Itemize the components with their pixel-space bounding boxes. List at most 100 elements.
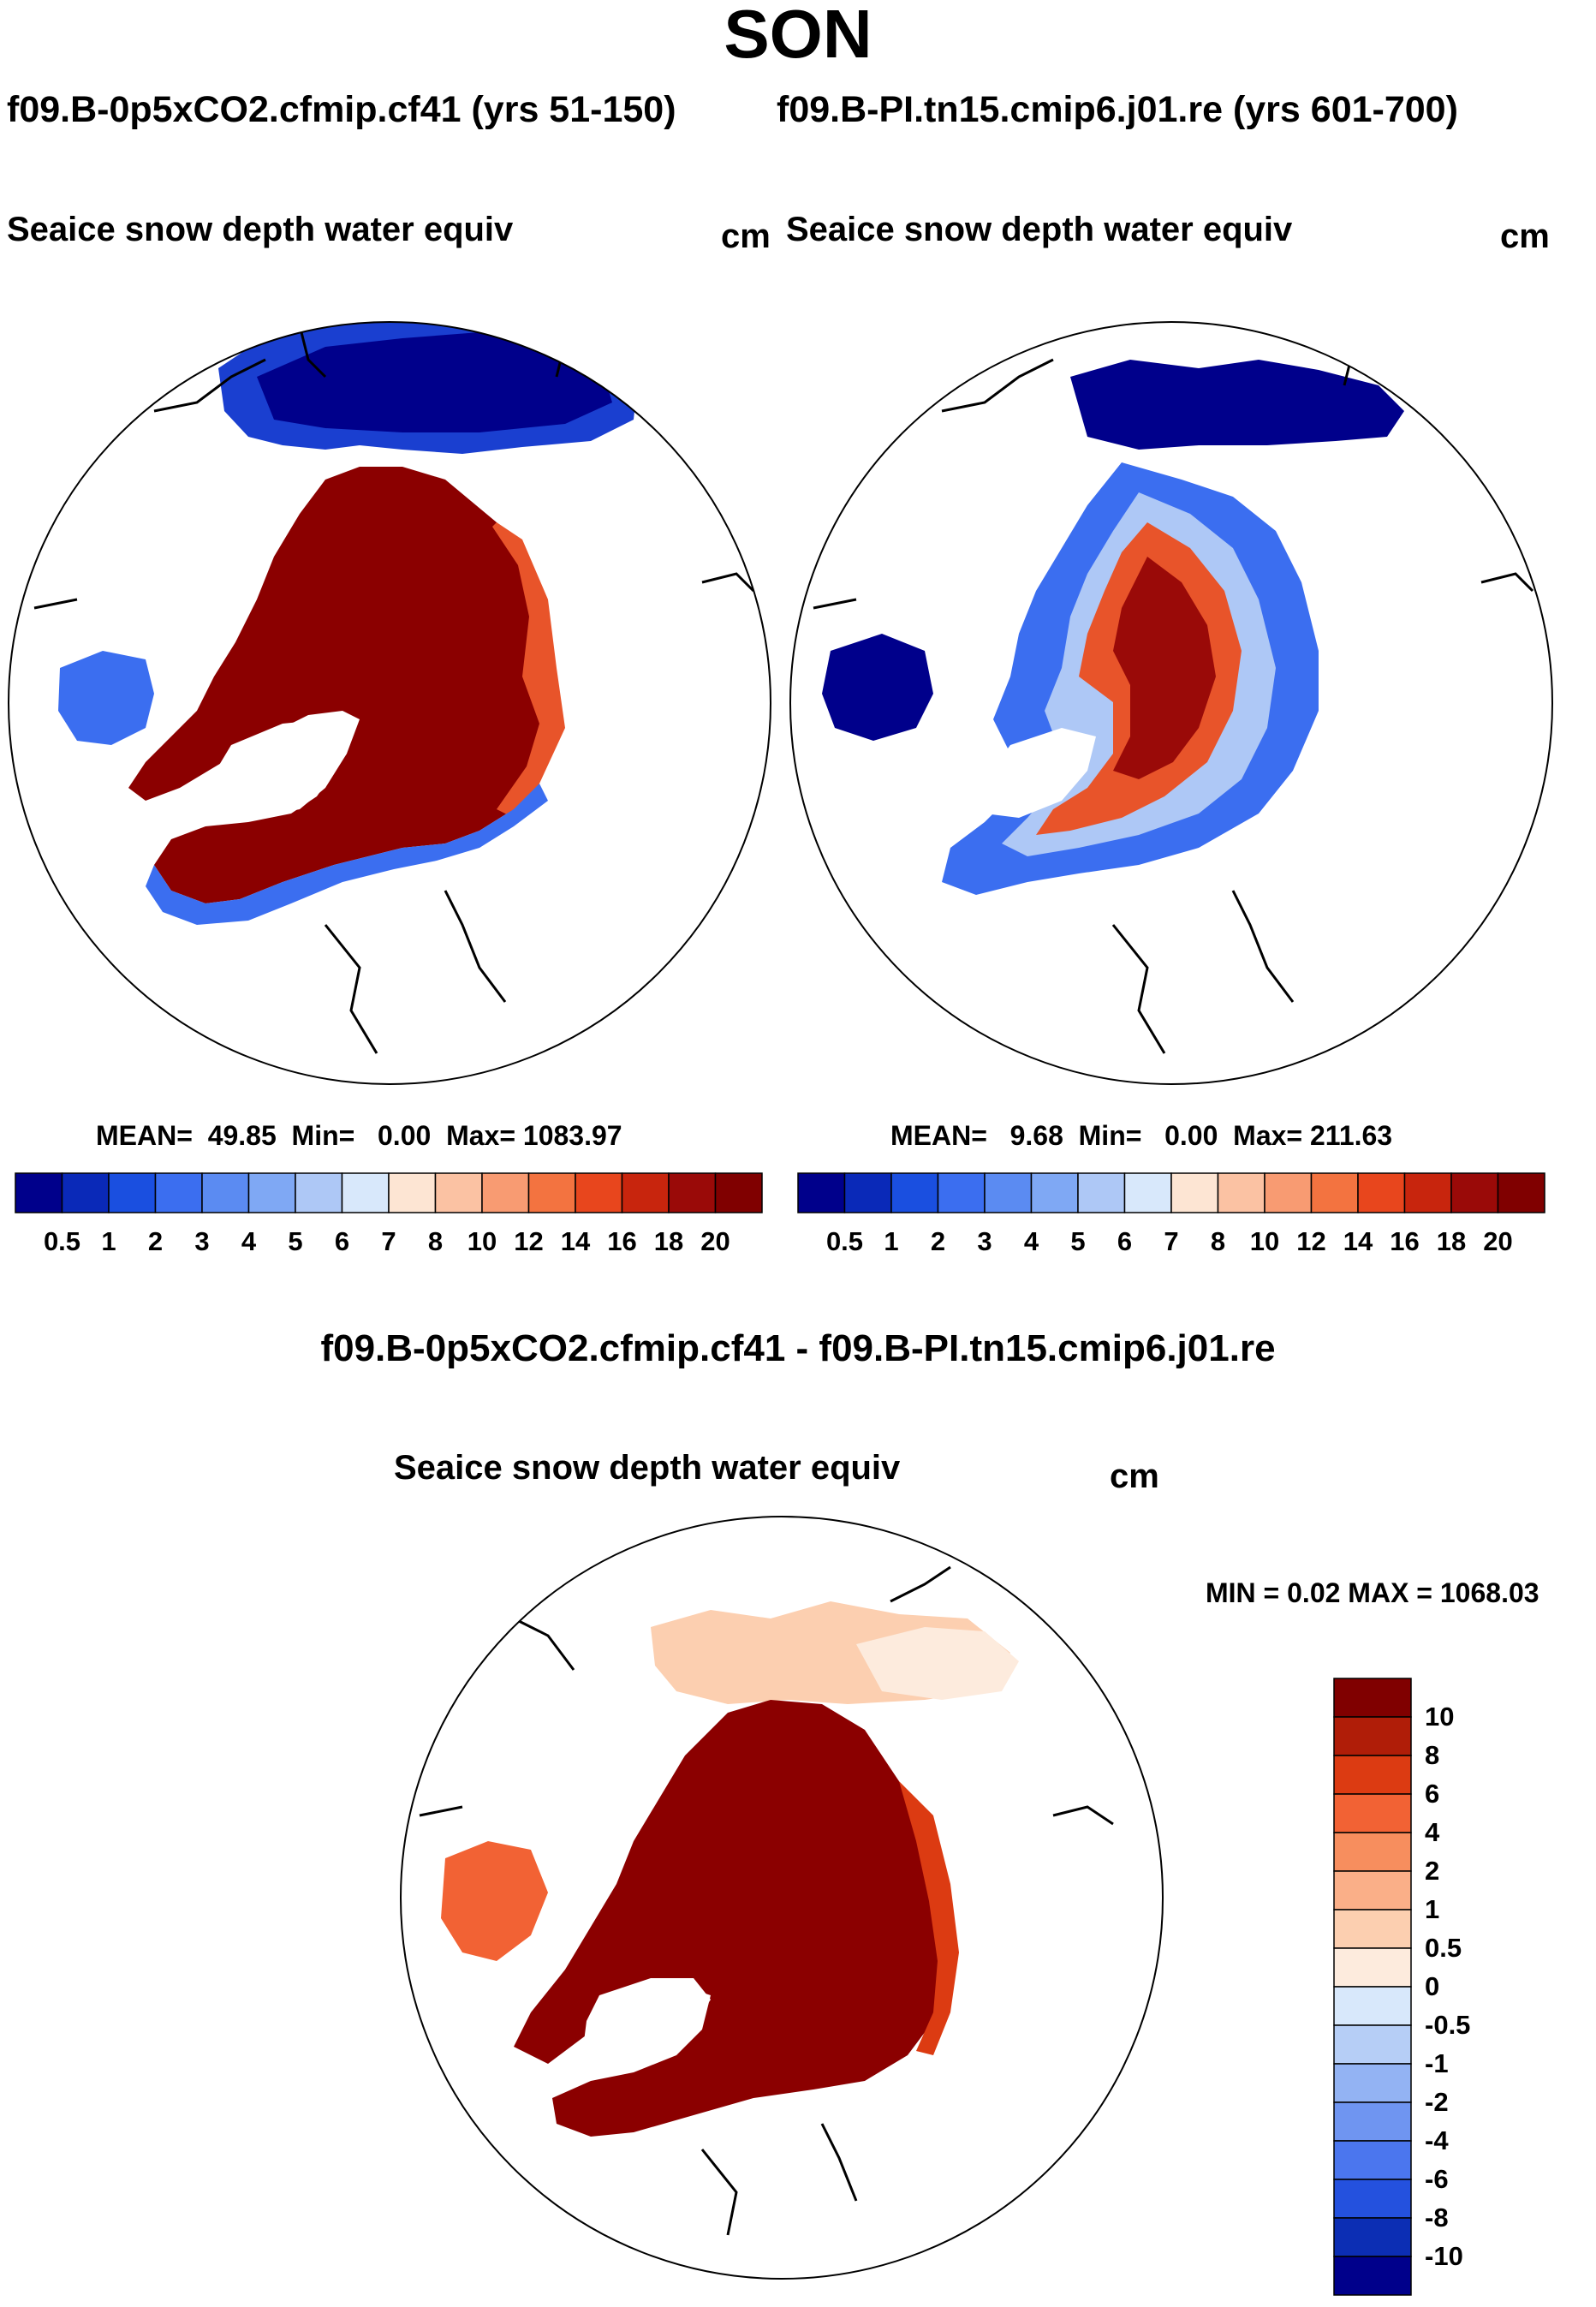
- map-diff: [419, 1565, 1114, 2236]
- run-title-right: f09.B-PI.tn15.cmip6.j01.re (yrs 601-700): [777, 89, 1458, 130]
- colorbar-diff-tick-label: 4: [1425, 1817, 1440, 1847]
- map-diff-high: [514, 1700, 942, 2137]
- map-diff-boundary: [400, 1516, 1164, 2280]
- colorbar-left: [15, 1172, 763, 1213]
- colorbar-diff-tick-label: 6: [1425, 1779, 1440, 1809]
- colorbar-left-swatch: [341, 1172, 390, 1213]
- page-title: SON: [724, 0, 872, 72]
- map-diff-hudson: [441, 1841, 548, 1961]
- colorbar-right-swatch: [1450, 1172, 1499, 1213]
- colorbar-left-swatch: [621, 1172, 670, 1213]
- colorbar-left-swatch: [15, 1172, 63, 1213]
- colorbar-diff-tick-label: -1: [1425, 2048, 1449, 2078]
- colorbar-right-tick-label: 7: [1164, 1226, 1179, 1256]
- colorbar-left-swatch: [295, 1172, 343, 1213]
- colorbar-right-tick-label: 3: [977, 1226, 992, 1256]
- colorbar-diff-swatch: [1333, 2256, 1412, 2296]
- colorbar-diff-tick-label: -2: [1425, 2087, 1449, 2117]
- map-left-margin-orange: [492, 522, 565, 818]
- colorbar-left-swatch: [154, 1172, 203, 1213]
- colorbar-diff-tick-label: -10: [1425, 2241, 1463, 2271]
- map-diff-open-water: [582, 1978, 711, 2072]
- colorbar-left-tick-label: 18: [653, 1226, 684, 1256]
- colorbar-left-tick-label: 6: [334, 1226, 350, 1256]
- colorbar-left-tick-label: 0.5: [43, 1226, 81, 1256]
- colorbar-diff-swatch: [1333, 2024, 1412, 2065]
- colorbar-diff-tick-label: 0: [1425, 1971, 1440, 2001]
- colorbar-right-tick-label: 4: [1023, 1226, 1039, 1256]
- colorbar-left-swatch: [61, 1172, 110, 1213]
- colorbar-right-tick-label: 8: [1210, 1226, 1226, 1256]
- colorbar-left-tick-label: 7: [381, 1226, 396, 1256]
- colorbar-right-tick-label: 12: [1296, 1226, 1326, 1256]
- colorbar-diff-tick-label: -6: [1425, 2164, 1449, 2194]
- map-right: [813, 325, 1534, 1054]
- colorbar-diff-tick-label: 0.5: [1425, 1933, 1462, 1963]
- colorbar-right-tick-label: 16: [1390, 1226, 1420, 1256]
- colorbar-right-tick-label: 0.5: [825, 1226, 864, 1256]
- map-right-high: [1113, 557, 1216, 779]
- colorbar-right-swatch: [1497, 1172, 1545, 1213]
- difference-variable: Seaice snow depth water equiv: [394, 1449, 901, 1487]
- colorbar-diff-tick-label: -4: [1425, 2125, 1449, 2155]
- panel-right-units: cm: [1500, 218, 1550, 255]
- colorbar-left-tick-label: 12: [514, 1226, 544, 1256]
- colorbar-left-tick-label: 8: [427, 1226, 444, 1256]
- run-title-left: f09.B-0p5xCO2.cfmip.cf41 (yrs 51-150): [7, 89, 676, 130]
- colorbar-right-swatch: [843, 1172, 892, 1213]
- colorbar-right-swatch: [937, 1172, 986, 1213]
- colorbar-left-swatch: [481, 1172, 530, 1213]
- colorbar-diff-swatch: [1333, 1793, 1412, 1833]
- colorbar-left-swatch: [714, 1172, 763, 1213]
- colorbar-left-tick-label: 3: [194, 1226, 210, 1256]
- colorbar-diff-swatch: [1333, 2063, 1412, 2103]
- colorbar-diff-swatch: [1333, 2179, 1412, 2219]
- colorbar-diff-swatch: [1333, 1716, 1412, 1756]
- colorbar-left-swatch: [434, 1172, 483, 1213]
- difference-title: f09.B-0p5xCO2.cfmip.cf41 - f09.B-PI.tn15…: [320, 1327, 1276, 1369]
- colorbar-diff-swatch: [1333, 2217, 1412, 2257]
- colorbar-right-swatch: [984, 1172, 1033, 1213]
- map-diff-coastlines: [419, 1565, 1114, 2236]
- map-left-boundary: [8, 321, 771, 1085]
- colorbar-diff-swatch: [1333, 1909, 1412, 1949]
- map-left-hudson: [58, 651, 154, 745]
- colorbar-left-tick-label: 20: [700, 1226, 730, 1256]
- colorbar-right-swatch: [1030, 1172, 1079, 1213]
- map-left-arctic-high: [128, 467, 548, 903]
- colorbar-right-tick-label: 14: [1343, 1226, 1373, 1256]
- colorbar-diff-tick-label: 1: [1425, 1894, 1440, 1924]
- colorbar-left-tick-label: 1: [101, 1226, 116, 1256]
- colorbar-diff-swatch: [1333, 1678, 1412, 1718]
- map-right-hudson: [822, 634, 933, 741]
- colorbar-right-swatch: [1217, 1172, 1265, 1213]
- colorbar-left-swatch: [108, 1172, 157, 1213]
- colorbar-right-tick-label: 1: [884, 1226, 899, 1256]
- colorbar-left-swatch: [388, 1172, 437, 1213]
- colorbar-left-tick-label: 4: [241, 1226, 257, 1256]
- colorbar-right-swatch: [797, 1172, 846, 1213]
- colorbar-right-tick-label: 18: [1436, 1226, 1467, 1256]
- colorbar-right-tick-label: 20: [1483, 1226, 1513, 1256]
- colorbar-diff-swatch: [1333, 2101, 1412, 2142]
- colorbar-left-swatch: [668, 1172, 717, 1213]
- colorbar-right-tick-label: 10: [1249, 1226, 1280, 1256]
- difference-units: cm: [1110, 1458, 1159, 1495]
- colorbar-right: [797, 1172, 1545, 1213]
- colorbar-right-swatch: [1310, 1172, 1359, 1213]
- colorbar-diff: [1333, 1678, 1412, 2296]
- colorbar-left-swatch: [575, 1172, 623, 1213]
- colorbar-left-tick-label: 10: [467, 1226, 497, 1256]
- colorbar-right-tick-label: 2: [930, 1226, 946, 1256]
- panel-left-units: cm: [721, 218, 771, 255]
- colorbar-left-tick-label: 16: [607, 1226, 637, 1256]
- colorbar-right-swatch: [890, 1172, 939, 1213]
- colorbar-right-swatch: [1357, 1172, 1406, 1213]
- colorbar-diff-swatch: [1333, 1755, 1412, 1795]
- panel-right-stats: MEAN= 9.68 Min= 0.00 Max= 211.63: [890, 1120, 1393, 1151]
- colorbar-diff-swatch: [1333, 1832, 1412, 1872]
- colorbar-diff-swatch: [1333, 1870, 1412, 1911]
- panel-left-stats: MEAN= 49.85 Min= 0.00 Max= 1083.97: [96, 1120, 622, 1151]
- colorbar-left-tick-label: 14: [560, 1226, 591, 1256]
